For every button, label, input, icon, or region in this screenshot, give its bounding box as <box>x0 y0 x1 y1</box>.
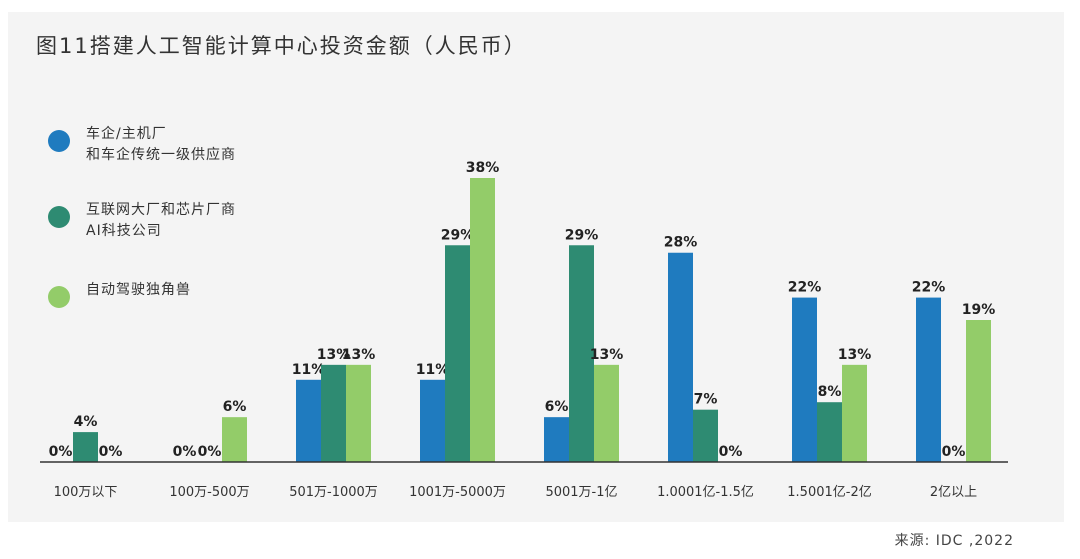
bar-6-2 <box>842 364 867 462</box>
category-label-7: 2亿以上 <box>930 485 977 500</box>
bar-4-2 <box>594 364 619 462</box>
legend-item-unicorn: 自动驾驶独角兽 <box>48 280 191 308</box>
bar-4-1 <box>569 245 594 462</box>
data-label-7-0: 22% <box>912 280 946 296</box>
data-label-2-0: 11% <box>292 362 326 378</box>
legend-label-automakers-line1: 车企/主机厂 <box>86 126 167 142</box>
data-label-3-1: 29% <box>441 227 475 243</box>
legend-item-automakers: 车企/主机厂 和车企传统一级供应商 <box>48 124 236 166</box>
bar-5-1 <box>693 409 718 462</box>
bar-6-1 <box>817 402 842 462</box>
bar-2-1 <box>321 364 346 462</box>
data-label-5-0: 28% <box>664 235 698 251</box>
data-label-6-2: 13% <box>838 347 872 363</box>
category-label-1: 100万-500万 <box>169 485 249 500</box>
data-label-0-0: 0% <box>49 444 73 460</box>
bar-3-1 <box>445 245 470 462</box>
data-label-7-2: 19% <box>962 302 996 318</box>
data-label-7-1: 0% <box>942 444 966 460</box>
category-label-5: 1.0001亿-1.5亿 <box>657 485 754 500</box>
data-label-6-1: 8% <box>818 384 842 400</box>
bar-2-0 <box>296 379 321 462</box>
category-label-3: 1001万-5000万 <box>409 485 506 500</box>
bar-3-0 <box>420 379 445 462</box>
legend-label-automakers-line2: 和车企传统一级供应商 <box>86 147 236 163</box>
bar-4-0 <box>544 417 569 462</box>
data-label-5-2: 0% <box>719 444 743 460</box>
source-note: 来源: IDC ,2022 <box>894 533 1014 549</box>
chart-title: 图11搭建人工智能计算中心投资金额（人民币） <box>36 34 527 58</box>
legend-swatch-unicorn <box>48 286 70 308</box>
category-label-2: 501万-1000万 <box>289 485 378 500</box>
data-label-4-2: 13% <box>590 347 624 363</box>
chart-panel <box>8 12 1064 522</box>
data-label-0-1: 4% <box>74 414 98 430</box>
bar-7-0 <box>916 297 941 462</box>
bar-1-2 <box>222 417 247 462</box>
legend-label-internet-line1: 互联网大厂和芯片厂商 <box>86 202 236 218</box>
legend-item-internet: 互联网大厂和芯片厂商 AI科技公司 <box>48 200 236 242</box>
bar-0-1 <box>73 432 98 462</box>
bar-7-2 <box>966 320 991 462</box>
category-label-4: 5001万-1亿 <box>545 485 617 500</box>
data-label-1-0: 0% <box>173 444 197 460</box>
bar-5-0 <box>668 252 693 462</box>
legend-swatch-internet <box>48 206 70 228</box>
data-label-2-1: 13% <box>317 347 351 363</box>
category-label-6: 1.5001亿-2亿 <box>787 485 871 500</box>
data-label-1-2: 6% <box>223 399 247 415</box>
data-label-0-2: 0% <box>99 444 123 460</box>
data-label-4-0: 6% <box>545 399 569 415</box>
data-label-6-0: 22% <box>788 280 822 296</box>
bar-3-2 <box>470 178 495 462</box>
legend-swatch-automakers <box>48 130 70 152</box>
legend-label-unicorn: 自动驾驶独角兽 <box>86 282 191 298</box>
data-label-2-2: 13% <box>342 347 376 363</box>
legend-label-internet-line2: AI科技公司 <box>86 223 162 239</box>
data-label-3-2: 38% <box>466 160 500 176</box>
data-label-3-0: 11% <box>416 362 450 378</box>
data-label-1-1: 0% <box>198 444 222 460</box>
data-label-4-1: 29% <box>565 227 599 243</box>
bar-2-2 <box>346 364 371 462</box>
data-label-5-1: 7% <box>694 392 718 408</box>
category-label-0: 100万以下 <box>54 485 118 500</box>
bar-6-0 <box>792 297 817 462</box>
